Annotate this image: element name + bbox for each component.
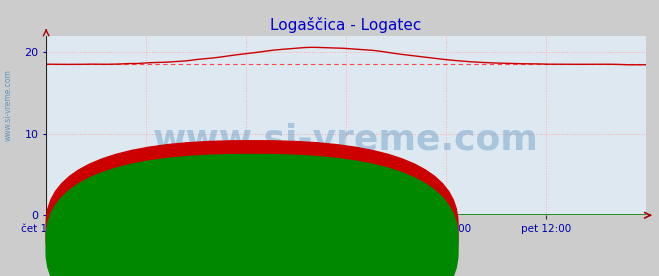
Text: pretok [m3/s]: pretok [m3/s]: [267, 240, 343, 250]
Title: Logaščica - Logatec: Logaščica - Logatec: [270, 17, 422, 33]
Text: www.si-vreme.com: www.si-vreme.com: [153, 123, 539, 157]
Text: www.si-vreme.com: www.si-vreme.com: [3, 69, 13, 141]
Text: temperatura [C]: temperatura [C]: [267, 226, 358, 236]
